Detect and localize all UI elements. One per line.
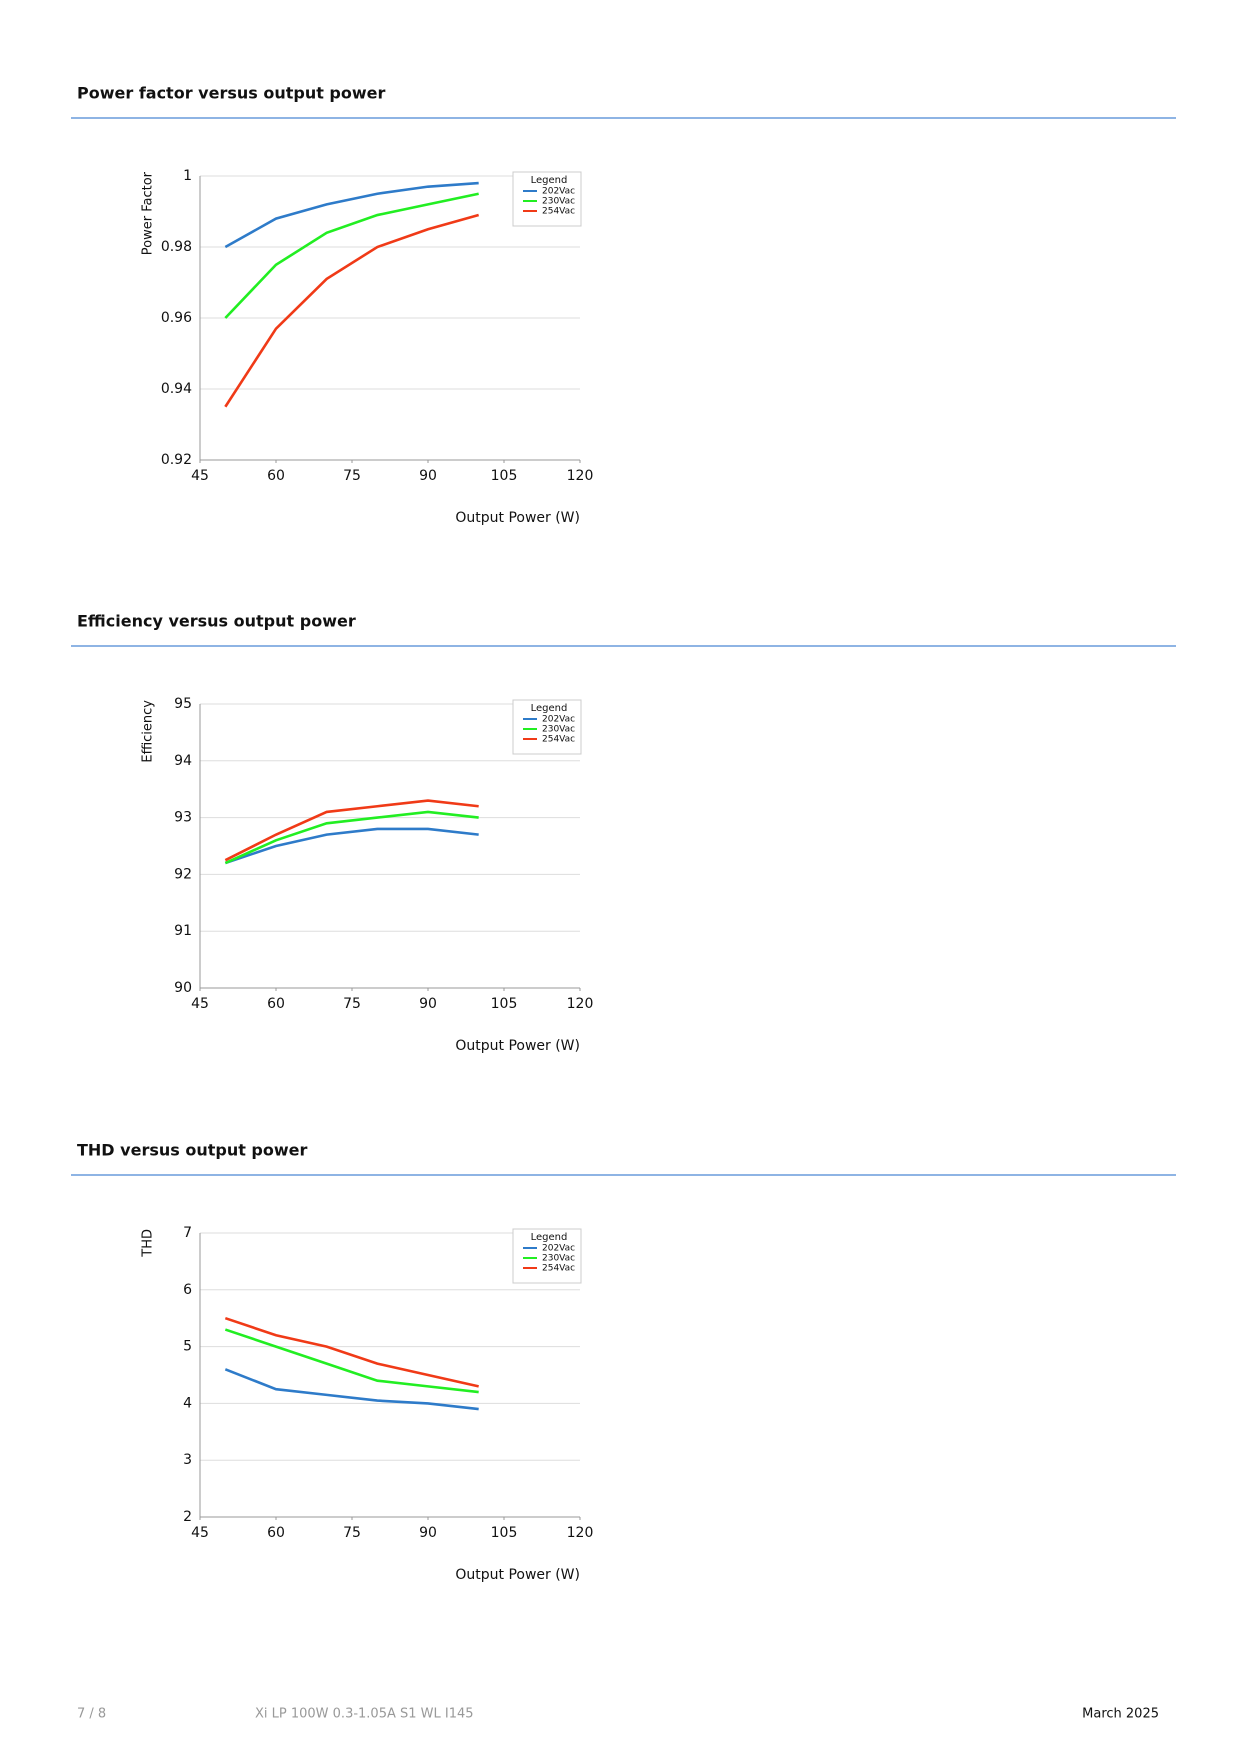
x-tick-label: 90 <box>419 996 437 1012</box>
y-axis-label: THD <box>141 1229 156 1258</box>
legend-label: 202Vac <box>542 187 575 197</box>
x-tick-label: 120 <box>567 468 594 484</box>
data-line <box>224 827 479 865</box>
y-tick-label: 95 <box>174 696 192 712</box>
legend-title: Legend <box>531 175 568 186</box>
y-tick-label: 6 <box>183 1282 192 1298</box>
legend-title: Legend <box>531 1232 568 1243</box>
legend-box <box>512 699 582 755</box>
data-line <box>224 799 479 862</box>
x-tick-label: 60 <box>267 996 285 1012</box>
data-line <box>224 810 479 865</box>
x-tick-label: 60 <box>267 468 285 484</box>
y-tick-label: 7 <box>183 1225 192 1241</box>
x-tick-label: 75 <box>343 468 361 484</box>
y-tick-label: 5 <box>183 1339 192 1355</box>
x-tick-label: 90 <box>419 1525 437 1541</box>
y-tick-label: 91 <box>174 923 192 939</box>
y-tick-label: 1 <box>183 168 192 184</box>
y-tick-label: 92 <box>174 866 192 882</box>
y-tick-label: 2 <box>183 1509 192 1525</box>
x-axis-label: Output Power (W) <box>455 1567 580 1583</box>
x-axis-label: Output Power (W) <box>455 1038 580 1054</box>
y-tick-label: 3 <box>183 1452 192 1468</box>
y-tick-label: 0.92 <box>161 452 192 468</box>
legend-label: 254Vac <box>542 1264 575 1274</box>
x-tick-label: 105 <box>491 468 518 484</box>
legend-title: Legend <box>531 703 568 714</box>
x-tick-label: 120 <box>567 1525 594 1541</box>
y-tick-label: 0.96 <box>161 310 192 326</box>
y-tick-label: 94 <box>174 753 192 769</box>
x-tick-label: 45 <box>191 996 209 1012</box>
y-tick-label: 90 <box>174 980 192 996</box>
x-tick-label: 105 <box>491 1525 518 1541</box>
legend-box <box>512 171 582 227</box>
y-tick-label: 93 <box>174 810 192 826</box>
data-line <box>224 192 479 319</box>
data-line <box>224 181 479 249</box>
legend-box <box>512 1228 582 1284</box>
y-axis-label: Efficiency <box>141 700 156 763</box>
x-tick-label: 75 <box>343 996 361 1012</box>
x-tick-label: 60 <box>267 1525 285 1541</box>
legend-label: 254Vac <box>542 207 575 217</box>
y-tick-label: 0.98 <box>161 239 192 255</box>
data-line <box>224 213 480 408</box>
x-axis-label: Output Power (W) <box>455 510 580 526</box>
section-title: Power factor versus output power <box>77 84 386 103</box>
x-tick-label: 105 <box>491 996 518 1012</box>
x-tick-label: 90 <box>419 468 437 484</box>
x-tick-label: 45 <box>191 468 209 484</box>
data-line <box>224 1328 479 1394</box>
legend-label: 230Vac <box>542 1254 575 1264</box>
section-title: THD versus output power <box>77 1141 308 1160</box>
data-line <box>224 1368 479 1411</box>
legend-label: 230Vac <box>542 197 575 207</box>
product-name: Xi LP 100W 0.3-1.05A S1 WL I145 <box>255 1707 474 1722</box>
legend-label: 230Vac <box>542 725 575 735</box>
legend-label: 202Vac <box>542 1244 575 1254</box>
legend-label: 254Vac <box>542 735 575 745</box>
section-title: Efficiency versus output power <box>77 612 356 631</box>
legend-label: 202Vac <box>542 715 575 725</box>
page-number: 7 / 8 <box>77 1707 106 1722</box>
y-tick-label: 4 <box>183 1395 192 1411</box>
data-line <box>224 1316 479 1388</box>
x-tick-label: 75 <box>343 1525 361 1541</box>
y-tick-label: 0.94 <box>161 381 192 397</box>
x-tick-label: 45 <box>191 1525 209 1541</box>
x-tick-label: 120 <box>567 996 594 1012</box>
date: March 2025 <box>1082 1707 1159 1722</box>
y-axis-label: Power Factor <box>141 171 156 255</box>
